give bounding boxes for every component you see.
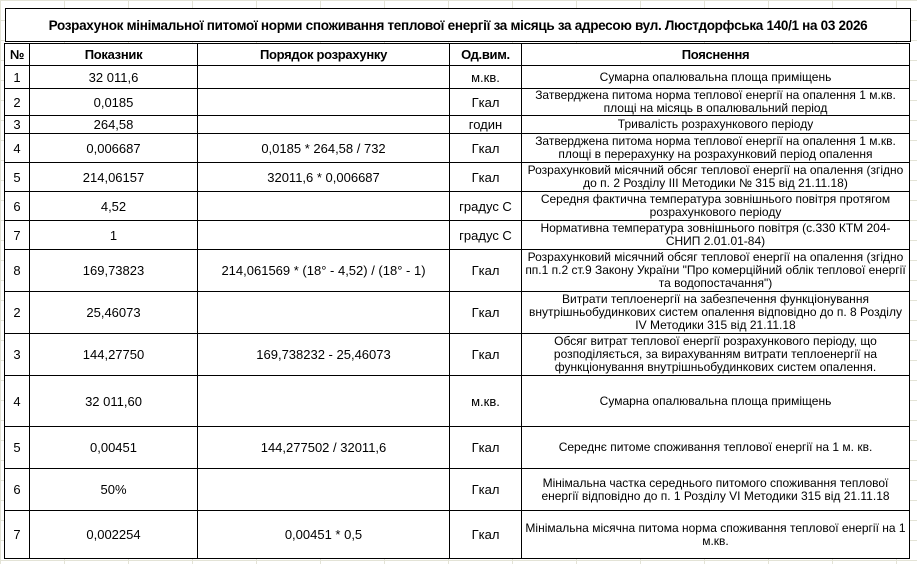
explanation: Середня фактична температура зовнішнього… bbox=[521, 191, 910, 221]
formula: 144,277502 / 32011,6 bbox=[197, 426, 450, 469]
explanation: Середнє питоме споживання теплової енерг… bbox=[521, 426, 910, 469]
row-number: 5 bbox=[4, 162, 30, 192]
table-row: 4 0,006687 0,0185 * 264,58 / 732 Гкал Затвер… bbox=[4, 133, 910, 163]
table-row: 5 0,00451 144,277502 / 32011,6 Гкал Середнє … bbox=[4, 426, 910, 469]
indicator-value: 144,27750 bbox=[29, 333, 198, 376]
explanation: Сумарна опалювальна площа приміщень bbox=[521, 375, 910, 427]
indicator-value: 32 011,6 bbox=[29, 65, 198, 89]
explanation: Обсяг витрат теплової енергії розрахунко… bbox=[521, 333, 910, 376]
row-number: 7 bbox=[4, 510, 30, 559]
row-number: 1 bbox=[4, 65, 30, 89]
row-number: 3 bbox=[4, 115, 30, 134]
explanation: Мінімальна місячна питома норма споживан… bbox=[521, 510, 910, 559]
formula bbox=[197, 88, 450, 116]
indicator-value: 0,0185 bbox=[29, 88, 198, 116]
header-indicator: Показник bbox=[29, 43, 198, 66]
formula: 0,0185 * 264,58 / 732 bbox=[197, 133, 450, 163]
calculation-table: № Показник Порядок розрахунку Од.вим. По… bbox=[4, 43, 910, 559]
indicator-value: 1 bbox=[29, 220, 198, 250]
explanation: Нормативна температура зовнішнього повіт… bbox=[521, 220, 910, 250]
table-row: 6 4,52 градус С Середня фактична температур… bbox=[4, 191, 910, 221]
indicator-value: 214,06157 bbox=[29, 162, 198, 192]
unit: Гкал bbox=[449, 162, 522, 192]
unit: Гкал bbox=[449, 88, 522, 116]
unit: Гкал bbox=[449, 426, 522, 469]
formula bbox=[197, 220, 450, 250]
row-number: 4 bbox=[4, 375, 30, 427]
indicator-value: 4,52 bbox=[29, 191, 198, 221]
unit: градус С bbox=[449, 191, 522, 221]
indicator-value: 32 011,60 bbox=[29, 375, 198, 427]
indicator-value: 169,73823 bbox=[29, 249, 198, 292]
table-row: 2 0,0185 Гкал Затверджена питома норма тепл… bbox=[4, 88, 910, 116]
row-number: 6 bbox=[4, 468, 30, 511]
unit: Гкал bbox=[449, 510, 522, 559]
explanation: Розрахунковий місячний обсяг теплової ен… bbox=[521, 162, 910, 192]
row-number: 3 bbox=[4, 333, 30, 376]
row-number: 4 bbox=[4, 133, 30, 163]
indicator-value: 0,006687 bbox=[29, 133, 198, 163]
table-row: 3 144,27750 169,738232 - 25,46073 Гкал Обсяг… bbox=[4, 333, 910, 376]
formula bbox=[197, 291, 450, 334]
table-row: 3 264,58 годин Тривалість розрахункового пе… bbox=[4, 115, 910, 134]
formula: 0,00451 * 0,5 bbox=[197, 510, 450, 559]
report-title: Розрахунок мінімальної питомої норми спо… bbox=[5, 8, 911, 42]
explanation: Мінімальна частка середнього питомого сп… bbox=[521, 468, 910, 511]
unit: градус С bbox=[449, 220, 522, 250]
explanation: Затверджена питома норма теплової енергі… bbox=[521, 133, 910, 163]
unit: Гкал bbox=[449, 133, 522, 163]
unit: Гкал bbox=[449, 468, 522, 511]
unit: Гкал bbox=[449, 333, 522, 376]
formula: 32011,6 * 0,006687 bbox=[197, 162, 450, 192]
explanation: Витрати теплоенергії на забезпечення фун… bbox=[521, 291, 910, 334]
formula: 214,061569 * (18° - 4,52) / (18° - 1) bbox=[197, 249, 450, 292]
header-number: № bbox=[4, 43, 30, 66]
row-number: 2 bbox=[4, 88, 30, 116]
formula bbox=[197, 375, 450, 427]
row-number: 8 bbox=[4, 249, 30, 292]
formula bbox=[197, 191, 450, 221]
header-formula: Порядок розрахунку bbox=[197, 43, 450, 66]
indicator-value: 50% bbox=[29, 468, 198, 511]
unit: м.кв. bbox=[449, 375, 522, 427]
unit: м.кв. bbox=[449, 65, 522, 89]
table-row: 2 25,46073 Гкал Витрати теплоенергії на заб… bbox=[4, 291, 910, 334]
explanation: Розрахунковий місячний обсяг теплової ен… bbox=[521, 249, 910, 292]
header-unit: Од.вим. bbox=[449, 43, 522, 66]
table-row: 6 50% Гкал Мінімальна частка середнього пит… bbox=[4, 468, 910, 511]
table-row: 4 32 011,60 м.кв. Сумарна опалювальна площа… bbox=[4, 375, 910, 427]
row-number: 7 bbox=[4, 220, 30, 250]
indicator-value: 264,58 bbox=[29, 115, 198, 134]
explanation: Сумарна опалювальна площа приміщень bbox=[521, 65, 910, 89]
unit: Гкал bbox=[449, 291, 522, 334]
explanation: Тривалість розрахункового періоду bbox=[521, 115, 910, 134]
unit: Гкал bbox=[449, 249, 522, 292]
row-number: 5 bbox=[4, 426, 30, 469]
header-explanation: Пояснення bbox=[521, 43, 910, 66]
row-number: 2 bbox=[4, 291, 30, 334]
table-row: 7 1 градус С Нормативна температура зовнішн… bbox=[4, 220, 910, 250]
table-row: 7 0,002254 0,00451 * 0,5 Гкал Мінімальна міс… bbox=[4, 510, 910, 559]
header-row: № Показник Порядок розрахунку Од.вим. По… bbox=[4, 43, 910, 66]
indicator-value: 0,00451 bbox=[29, 426, 198, 469]
indicator-value: 25,46073 bbox=[29, 291, 198, 334]
formula bbox=[197, 468, 450, 511]
row-number: 6 bbox=[4, 191, 30, 221]
formula bbox=[197, 65, 450, 89]
indicator-value: 0,002254 bbox=[29, 510, 198, 559]
unit: годин bbox=[449, 115, 522, 134]
formula bbox=[197, 115, 450, 134]
table-row: 5 214,06157 32011,6 * 0,006687 Гкал Розрахун… bbox=[4, 162, 910, 192]
explanation: Затверджена питома норма теплової енергі… bbox=[521, 88, 910, 116]
table-row: 1 32 011,6 м.кв. Сумарна опалювальна площа … bbox=[4, 65, 910, 89]
table-row: 8 169,73823 214,061569 * (18° - 4,52) / (1… bbox=[4, 249, 910, 292]
formula: 169,738232 - 25,46073 bbox=[197, 333, 450, 376]
